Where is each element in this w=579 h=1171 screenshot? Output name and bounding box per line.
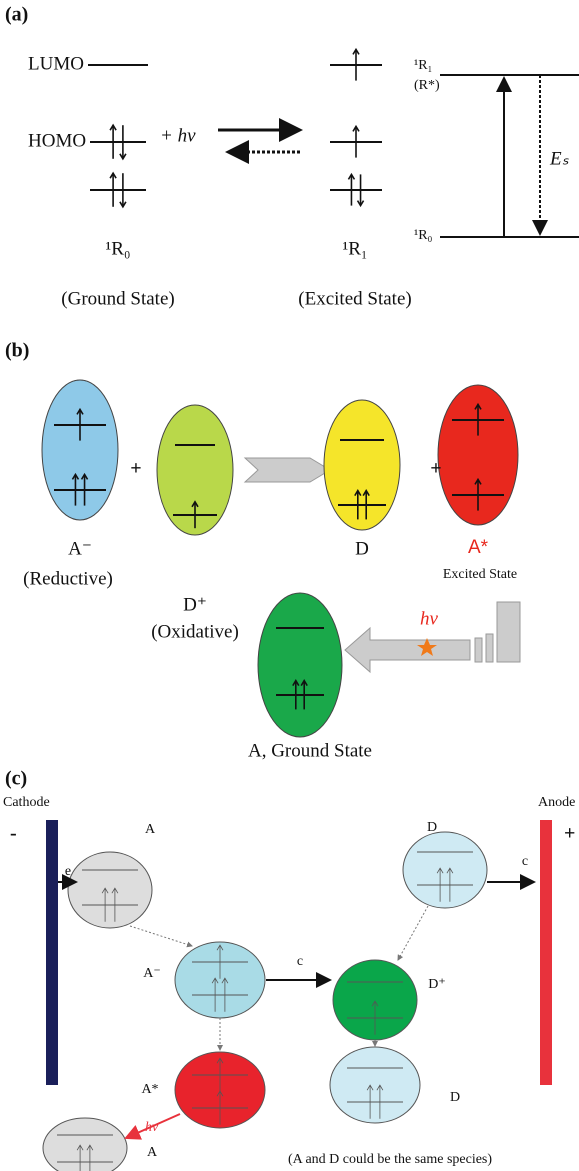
- species-note: Excited State: [443, 567, 517, 582]
- polarity: +: [564, 823, 575, 845]
- species-label: A: [147, 1145, 158, 1160]
- diagram: (a) LUMO HOMO + hν ¹R₀ ¹R₁ (Ground State…: [0, 0, 579, 1171]
- species-note: (Reductive): [23, 568, 113, 589]
- polarity: -: [10, 823, 17, 845]
- ground-state: A, Ground State: [248, 740, 372, 761]
- energy-top-note: (R*): [414, 78, 440, 93]
- electron-label: c: [522, 854, 528, 869]
- species-label: D⁺: [428, 977, 446, 992]
- electron-label: e: [65, 864, 71, 879]
- electrode-label: Anode: [538, 795, 575, 810]
- orbital-ellipse: [258, 593, 342, 737]
- note: (A and D could be the same species): [288, 1152, 492, 1167]
- photon-label: hν: [420, 608, 439, 629]
- panel-c: (c) Cathode Anode - + A D e c A⁻ c D⁺ A*…: [3, 768, 575, 1171]
- ground-state: (Ground State): [61, 288, 174, 309]
- anode: [540, 820, 552, 1085]
- energy-top: ¹R₁: [414, 58, 432, 73]
- panel-label: (a): [5, 4, 28, 26]
- step-arrow: [398, 906, 428, 960]
- panel-b: (b) + + A⁻ (Reductive) D⁺ (Oxidative) D …: [5, 340, 520, 762]
- arrow-tail: [497, 602, 520, 662]
- species-label: D: [427, 820, 437, 835]
- panel-label: (c): [5, 768, 27, 790]
- electron-label: c: [297, 954, 303, 969]
- panel-label: (b): [5, 340, 29, 362]
- excited-symbol: ¹R₁: [343, 238, 368, 259]
- excited-state: (Excited State): [298, 288, 411, 309]
- orbital-ellipse: [324, 400, 400, 530]
- species-label: D⁺: [183, 594, 207, 615]
- energy-bottom: ¹R₀: [414, 228, 433, 243]
- species-label: D: [450, 1090, 460, 1105]
- species-label: A*: [468, 537, 489, 558]
- plus: +: [430, 458, 441, 480]
- homo-label: HOMO: [28, 130, 86, 151]
- orbital-ellipse: [68, 852, 152, 928]
- species-label: A⁻: [143, 966, 161, 981]
- reaction-arrow: [245, 458, 330, 482]
- orbital-ellipse: [42, 380, 118, 520]
- cathode: [46, 820, 58, 1085]
- ground-symbol: ¹R₀: [106, 238, 131, 259]
- photon-label: hν: [145, 1120, 159, 1135]
- arrow-tail: [475, 638, 482, 662]
- plus: +: [130, 458, 141, 480]
- species-label: A⁻: [68, 538, 92, 559]
- step-arrow: [130, 926, 192, 946]
- orbital-ellipse: [330, 1047, 420, 1123]
- arrow-tail: [486, 634, 493, 662]
- lumo-label: LUMO: [28, 53, 84, 74]
- species-note: (Oxidative): [151, 621, 239, 642]
- panel-a: (a) LUMO HOMO + hν ¹R₀ ¹R₁ (Ground State…: [5, 4, 579, 310]
- emission-arrow: [345, 628, 470, 672]
- electrode-label: Cathode: [3, 795, 50, 810]
- species-label: A: [145, 822, 156, 837]
- species-label: A*: [141, 1082, 158, 1097]
- energy-gap: Eₛ: [549, 148, 570, 169]
- orbital-ellipse: [403, 832, 487, 908]
- orbital-ellipse: [43, 1118, 127, 1171]
- photon-label: + hν: [160, 125, 196, 146]
- species-label: D: [355, 538, 369, 559]
